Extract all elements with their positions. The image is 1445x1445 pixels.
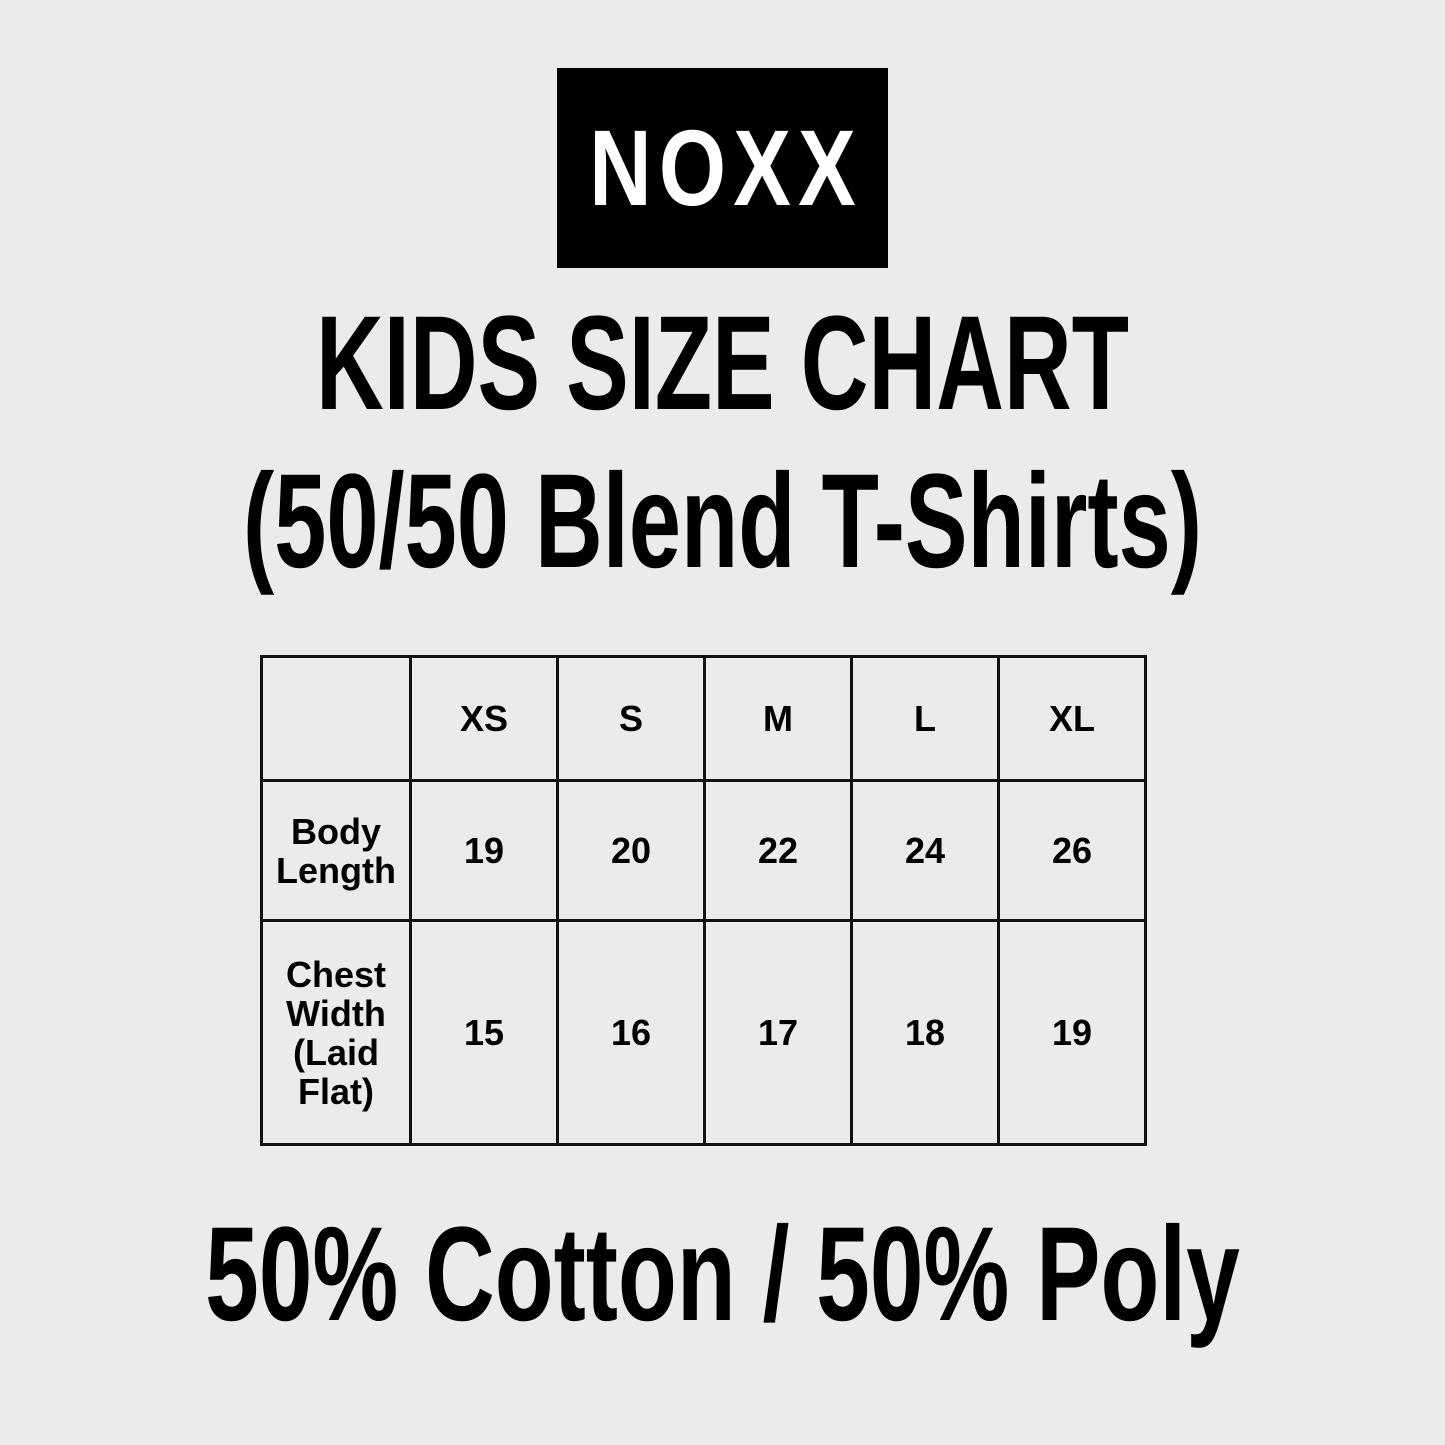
logo-box: NOXX [557, 68, 888, 268]
page-title-line-2: (50/50 Blend T-Shirts) [242, 447, 1203, 596]
cell-body-length-l: 24 [850, 779, 1000, 922]
fabric-composition: 50% Cotton / 50% Poly [0, 1205, 1445, 1345]
cell-chest-width-s: 16 [556, 919, 706, 1146]
header-cell-xs: XS [409, 655, 559, 782]
header-cell-xl: XL [997, 655, 1147, 782]
row-label-body-length-line-2: Length [276, 849, 396, 891]
header-cell-s: S [556, 655, 706, 782]
row-label-body-length: Body Length [260, 779, 412, 922]
table-header-row: XS S M L XL [260, 655, 1147, 782]
cell-body-length-xs: 19 [409, 779, 559, 922]
brand-logo: NOXX [0, 68, 1445, 268]
fabric-composition-text: 50% Cotton / 50% Poly [205, 1200, 1240, 1349]
table-row: Chest Width (Laid Flat) 15 16 17 18 19 [260, 919, 1147, 1146]
row-label-chest-width-line-4: Flat) [298, 1070, 374, 1112]
header-cell-m: M [703, 655, 853, 782]
page-title: KIDS SIZE CHART (50/50 Blend T-Shirts) [0, 285, 1445, 601]
cell-chest-width-m: 17 [703, 919, 853, 1146]
table-row: Body Length 19 20 22 24 26 [260, 779, 1147, 922]
size-chart-table: XS S M L XL Body Length 19 20 22 24 26 C… [260, 655, 1147, 1146]
cell-body-length-s: 20 [556, 779, 706, 922]
page-title-line-1: KIDS SIZE CHART [316, 289, 1129, 438]
cell-body-length-xl: 26 [997, 779, 1147, 922]
cell-chest-width-xs: 15 [409, 919, 559, 1146]
row-label-chest-width-line-1: Chest [285, 953, 387, 995]
cell-chest-width-l: 18 [850, 919, 1000, 1146]
row-label-chest-width: Chest Width (Laid Flat) [260, 919, 412, 1146]
cell-body-length-m: 22 [703, 779, 853, 922]
cell-chest-width-xl: 19 [997, 919, 1147, 1146]
row-label-chest-width-line-2: Width [286, 992, 386, 1034]
row-label-chest-width-line-3: (Laid [293, 1031, 379, 1073]
header-cell-blank [260, 655, 412, 782]
logo-wordmark: NOXX [589, 107, 863, 228]
header-cell-l: L [850, 655, 1000, 782]
row-label-body-length-line-1: Body [291, 810, 381, 852]
